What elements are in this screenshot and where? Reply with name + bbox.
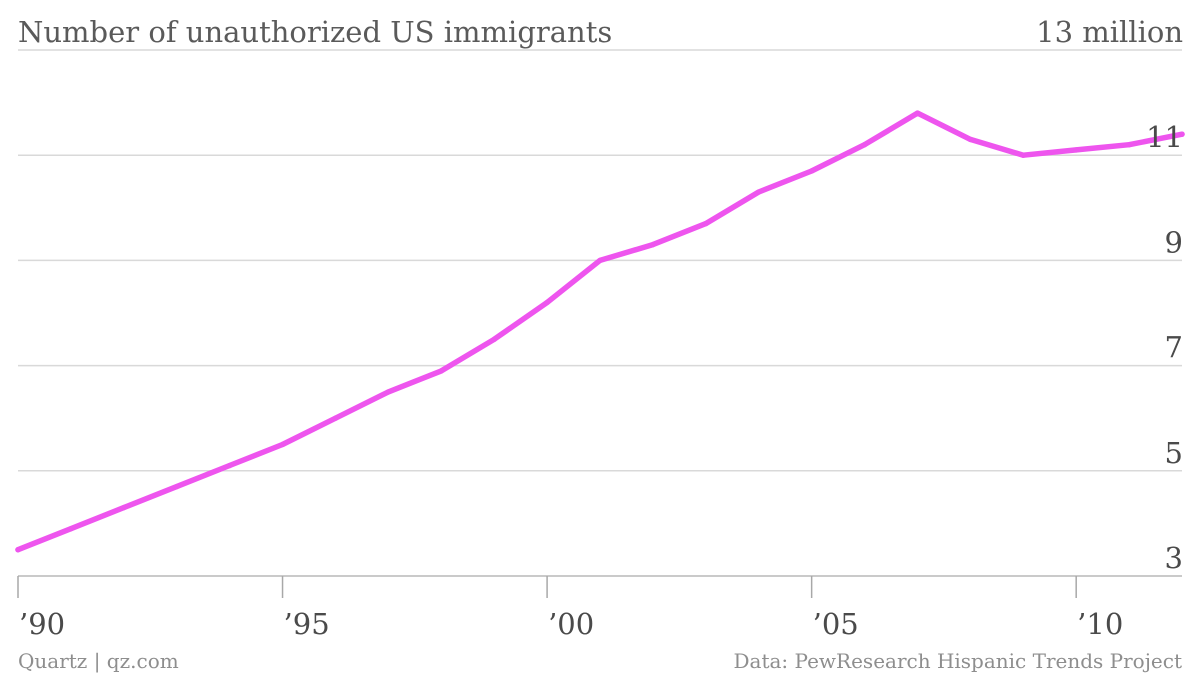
y-tick-label: 7 <box>1165 331 1183 365</box>
y-tick-label: 9 <box>1165 225 1183 259</box>
unit-label: 13 million <box>1036 15 1183 49</box>
series-line <box>15 110 1185 553</box>
x-axis-tick-labels: ’90 ’95 ’00 ’05 ’10 <box>19 607 1123 641</box>
x-tick-label: ’10 <box>1077 607 1123 641</box>
data-point <box>1179 131 1185 137</box>
y-tick-label: 11 <box>1146 120 1183 154</box>
data-point <box>756 189 762 195</box>
x-axis-ticks <box>17 576 1077 598</box>
data-point <box>914 110 921 116</box>
data-point <box>226 462 233 469</box>
data-point <box>861 141 868 148</box>
data-point <box>808 168 815 174</box>
data-point <box>174 483 180 490</box>
x-tick-label: ’95 <box>284 607 330 641</box>
data-point <box>703 220 709 227</box>
data-point <box>68 525 74 532</box>
chart-title: Number of unauthorized US immigrants <box>18 15 612 49</box>
series-layer <box>15 110 1185 553</box>
data-point <box>597 257 603 264</box>
x-tick-label: ’90 <box>19 607 65 641</box>
data-point <box>1126 141 1132 148</box>
data-point <box>491 336 497 342</box>
data-point <box>279 441 286 448</box>
data-point <box>438 368 444 374</box>
x-tick-label: ’05 <box>813 607 859 641</box>
data-point <box>1073 147 1079 153</box>
data-point <box>1020 152 1026 158</box>
data-point <box>15 547 21 553</box>
data-point <box>544 299 550 306</box>
gridlines <box>18 49 1182 577</box>
y-tick-label: 5 <box>1165 436 1183 470</box>
data-point <box>121 504 127 511</box>
data-point <box>332 415 339 421</box>
footer-credit: Quartz | qz.com <box>18 649 179 674</box>
data-point <box>385 389 392 395</box>
data-point <box>967 136 974 143</box>
y-axis-tick-labels: 3 5 7 9 11 <box>1146 120 1183 575</box>
y-tick-label: 3 <box>1165 541 1183 575</box>
footer-source: Data: PewResearch Hispanic Trends Projec… <box>734 649 1183 673</box>
data-point <box>650 241 656 248</box>
x-tick-label: ’00 <box>548 607 594 641</box>
